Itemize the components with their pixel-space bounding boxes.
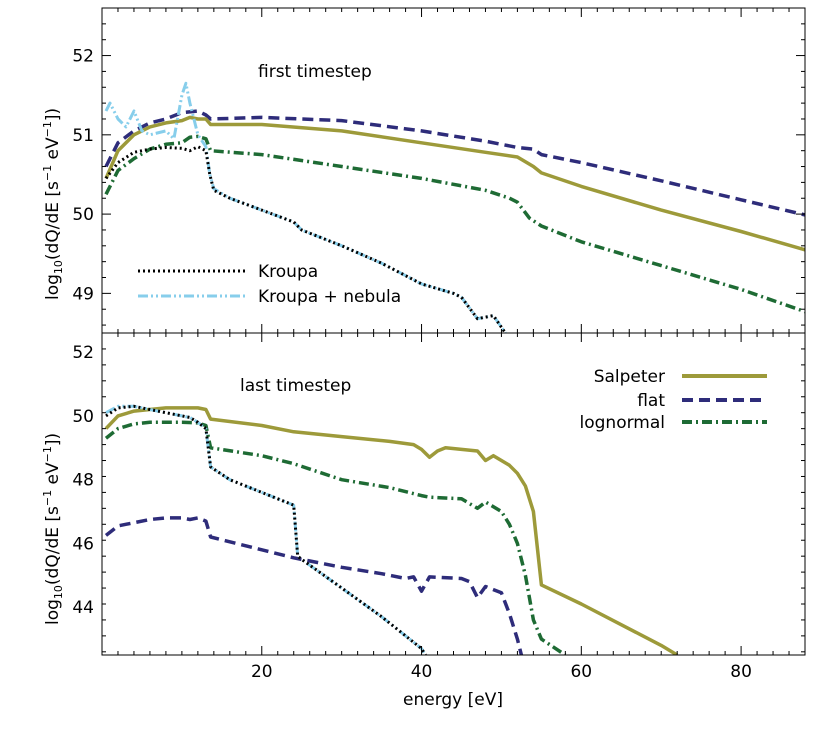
- xtick-label: 40: [411, 662, 433, 682]
- top-axis-ticks: [102, 7, 806, 333]
- legend-label-kroupa: Kroupa: [258, 262, 318, 282]
- top-series-flat: [104, 109, 805, 217]
- top-ytick-label: 50: [72, 205, 94, 225]
- legend-label-kroupa-nebula: Kroupa + nebula: [258, 287, 401, 307]
- bottom-y-axis-label: log10(dQ/dE [s−1 eV−1]): [41, 433, 65, 625]
- top-y-axis-label: log10(dQ/dE [s−1 eV−1]): [41, 108, 65, 300]
- bottom-plot-frame: [101, 332, 806, 656]
- xtick-label: 20: [251, 662, 273, 682]
- xtick-label: 60: [570, 662, 592, 682]
- bottom-series-lognormal: [104, 420, 567, 655]
- bottom-series-kroupa-nebula: [105, 404, 427, 655]
- bottom-axis-ticks: [102, 332, 806, 655]
- top-legend: Kroupa Kroupa + nebula: [138, 262, 401, 307]
- top-series-lognormal: [104, 134, 805, 314]
- bottom-ytick-label: 46: [72, 534, 94, 554]
- top-series-kroupa: [104, 145, 507, 333]
- bottom-panel: 44 46 48 50 52 20 40 60 80 last timestep log10(…: [41, 332, 806, 710]
- bottom-xtick-labels: 20 40 60 80: [251, 662, 752, 682]
- legend-label-lognormal: lognormal: [580, 413, 665, 433]
- x-axis-label: energy [eV]: [403, 690, 503, 710]
- top-panel: 49 50 51 52 first timestep log10(dQ/dE [s−1…: [41, 7, 806, 334]
- bottom-ytick-label: 48: [72, 471, 94, 491]
- bottom-panel-title: last timestep: [240, 376, 351, 396]
- bottom-ytick-labels: 44 46 48 50 52: [72, 343, 94, 618]
- top-ytick-label: 49: [72, 284, 94, 304]
- bottom-series-kroupa: [105, 404, 427, 655]
- top-ytick-label: 52: [72, 47, 94, 67]
- top-series-salpeter: [104, 115, 805, 252]
- top-panel-title: first timestep: [258, 62, 372, 82]
- legend-label-salpeter: Salpeter: [594, 367, 665, 387]
- xtick-label: 80: [730, 662, 752, 682]
- bottom-series-group: [104, 404, 679, 655]
- top-series-group: [104, 81, 805, 333]
- legend-label-flat: flat: [637, 391, 665, 411]
- bottom-ytick-label: 52: [72, 343, 94, 363]
- bottom-ytick-label: 50: [72, 407, 94, 427]
- bottom-series-flat: [104, 516, 524, 655]
- bottom-series-salpeter: [104, 406, 679, 655]
- top-plot-frame: [101, 7, 806, 334]
- bottom-legend: Salpeter flat lognormal: [580, 367, 767, 433]
- top-ytick-labels: 49 50 51 52: [72, 47, 94, 305]
- top-ytick-label: 51: [72, 126, 94, 146]
- bottom-ytick-label: 44: [72, 598, 94, 618]
